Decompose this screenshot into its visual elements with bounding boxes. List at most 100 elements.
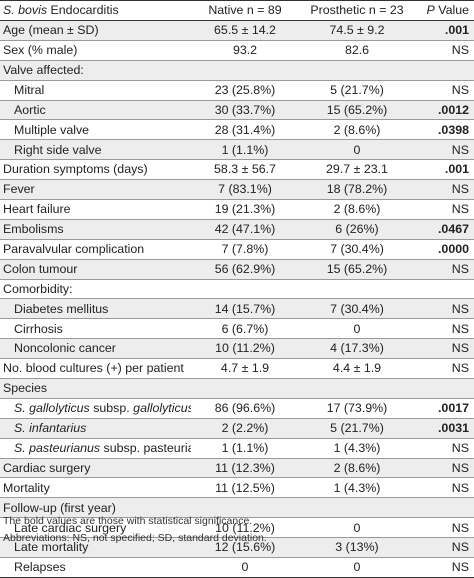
p-value: .0017	[437, 401, 469, 416]
native-value: 10 (11.2%)	[215, 341, 275, 356]
prosthetic-value: 4 (17.3%)	[330, 341, 384, 356]
native-value: 10 (11.2%)	[215, 520, 275, 535]
header-p-value: P Value	[426, 3, 469, 18]
row-label: Right side valve	[14, 142, 102, 157]
row-label: Follow-up (first year)	[3, 500, 116, 515]
table-row: Noncolonic cancer 10 (11.2%) 4 (17.3%) NS	[0, 338, 474, 359]
p-value: NS	[451, 361, 469, 376]
row-label: Aortic	[14, 102, 46, 117]
row-label: Mitral	[14, 82, 45, 97]
row-label: Species	[3, 381, 48, 396]
prosthetic-value: 2 (8.6%)	[333, 202, 381, 217]
p-value: .001	[444, 162, 469, 177]
native-value: 56 (62.9%)	[214, 261, 276, 276]
table-row: Follow-up (first year)	[0, 497, 474, 518]
native-value: 7 (7.8%)	[221, 242, 269, 257]
row-label: S. gallolyticus subsp. gallolyticus	[14, 401, 191, 416]
table-row: Sex (% male) 93.2 82.6 NS	[0, 40, 474, 61]
prosthetic-value: 1 (4.3%)	[333, 480, 381, 495]
prosthetic-value: 0	[353, 142, 361, 157]
table-row: Multiple valve 28 (31.4%) 2 (8.6%) .0398	[0, 120, 474, 140]
prosthetic-value: 0	[353, 321, 361, 336]
row-label: No. blood cultures (+) per patient	[3, 361, 184, 376]
p-value: NS	[451, 520, 469, 535]
native-value: 58.3 ± 56.7	[214, 162, 276, 177]
table-row: Duration symptoms (days) 58.3 ± 56.7 29.7 …	[0, 160, 474, 180]
p-value: NS	[451, 301, 469, 316]
prosthetic-value: 7 (30.4%)	[330, 301, 384, 316]
table-row: Age (mean ± SD) 65.5 ± 14.2 74.5 ± 9.2 .001	[0, 20, 474, 41]
p-value	[415, 60, 474, 80]
native-value: 11 (12.3%)	[215, 460, 275, 475]
p-value: NS	[451, 202, 469, 217]
footnote-abbreviations: Abbreviations: NS, not specified; SD, st…	[3, 532, 267, 544]
p-value: NS	[451, 261, 469, 276]
table-row: Right side valve 1 (1.1%) 0 NS	[0, 139, 474, 160]
table-row: Cirrhosis 6 (6.7%) 0 NS	[0, 319, 474, 339]
row-label: Age (mean ± SD)	[3, 23, 99, 38]
prosthetic-value: 1 (4.3%)	[333, 440, 381, 455]
native-value	[191, 279, 299, 299]
prosthetic-value: 5 (21.7%)	[330, 82, 384, 97]
prosthetic-value	[299, 279, 415, 299]
prosthetic-value: 2 (8.6%)	[333, 122, 381, 137]
row-label: S. infantarius	[14, 421, 87, 436]
prosthetic-value: 17 (73.9%)	[326, 401, 388, 416]
prosthetic-value: 4.4 ± 1.9	[332, 361, 382, 376]
row-label: Cardiac surgery	[3, 460, 91, 475]
table-row: Paravalvular complication 7 (7.8%) 7 (30.4…	[0, 239, 474, 260]
row-label: Duration symptoms (days)	[3, 162, 148, 177]
native-value: 7 (83.1%)	[218, 182, 272, 197]
table-row: Species	[0, 378, 474, 399]
table-header-row: S. bovis Endocarditis Native n = 89 Pros…	[0, 0, 474, 21]
native-value: 42 (47.1%)	[214, 222, 276, 237]
native-value: 14 (15.7%)	[214, 301, 276, 316]
row-label: Heart failure	[3, 202, 71, 217]
prosthetic-value: 82.6	[344, 43, 370, 58]
row-label: S. pasteurianus subsp. pasteurianus	[14, 440, 191, 455]
native-value: 1 (1.1%)	[221, 440, 269, 455]
table-row: Mitral 23 (25.8%) 5 (21.7%) NS	[0, 80, 474, 101]
table-body: Age (mean ± SD) 65.5 ± 14.2 74.5 ± 9.2 .001…	[0, 20, 474, 578]
prosthetic-value: 15 (65.2%)	[326, 261, 388, 276]
table-row: Diabetes mellitus 14 (15.7%) 7 (30.4%) NS	[0, 298, 474, 319]
p-value: NS	[451, 540, 469, 555]
native-value: 65.5 ± 14.2	[214, 23, 276, 38]
native-value	[191, 379, 299, 399]
prosthetic-value	[299, 379, 415, 399]
p-value: NS	[451, 460, 469, 475]
table-row: Heart failure 19 (21.3%) 2 (8.6%) NS	[0, 200, 474, 220]
row-label: Paravalvular complication	[3, 242, 145, 257]
native-value	[191, 60, 299, 80]
p-value: NS	[451, 142, 469, 157]
p-value: .0467	[437, 222, 469, 237]
header-prosthetic: Prosthetic n = 23	[310, 3, 404, 18]
prosthetic-value: 74.5 ± 9.2	[329, 23, 385, 38]
prosthetic-value: 2 (8.6%)	[333, 460, 381, 475]
native-value: 19 (21.3%)	[214, 202, 276, 217]
table-row: Embolisms 42 (47.1%) 6 (26%) .0467	[0, 219, 474, 240]
row-label: Multiple valve	[14, 122, 90, 137]
native-value: 28 (31.4%)	[214, 122, 276, 137]
native-value: 4.7 ± 1.9	[220, 361, 270, 376]
native-value: 23 (25.8%)	[214, 82, 276, 97]
row-label: Relapses	[14, 560, 66, 575]
p-value: .0031	[437, 421, 469, 436]
p-value: .0000	[437, 242, 469, 257]
footnote-bold-values: The bold values are those with statistic…	[3, 515, 253, 527]
p-value: NS	[451, 182, 469, 197]
prosthetic-value	[299, 498, 415, 518]
prosthetic-value: 6 (26%)	[335, 222, 379, 237]
row-label: Sex (% male)	[3, 43, 78, 58]
table-row: Comorbidity:	[0, 279, 474, 299]
table-row: Mortality 11 (12.5%) 1 (4.3%) NS	[0, 478, 474, 498]
native-value: 30 (33.7%)	[214, 102, 276, 117]
row-label: Fever	[3, 182, 35, 197]
p-value	[415, 379, 474, 399]
table-row: S. infantarius 2 (2.2%) 5 (21.7%) .0031	[0, 418, 474, 439]
table-row: Cardiac surgery 11 (12.3%) 2 (8.6%) NS	[0, 458, 474, 478]
table-row: Late cardiac surgery 10 (11.2%) 0 NS	[0, 518, 474, 538]
table-footnotes: The bold values are those with statistic…	[3, 513, 267, 547]
row-label: Cirrhosis	[14, 321, 63, 336]
